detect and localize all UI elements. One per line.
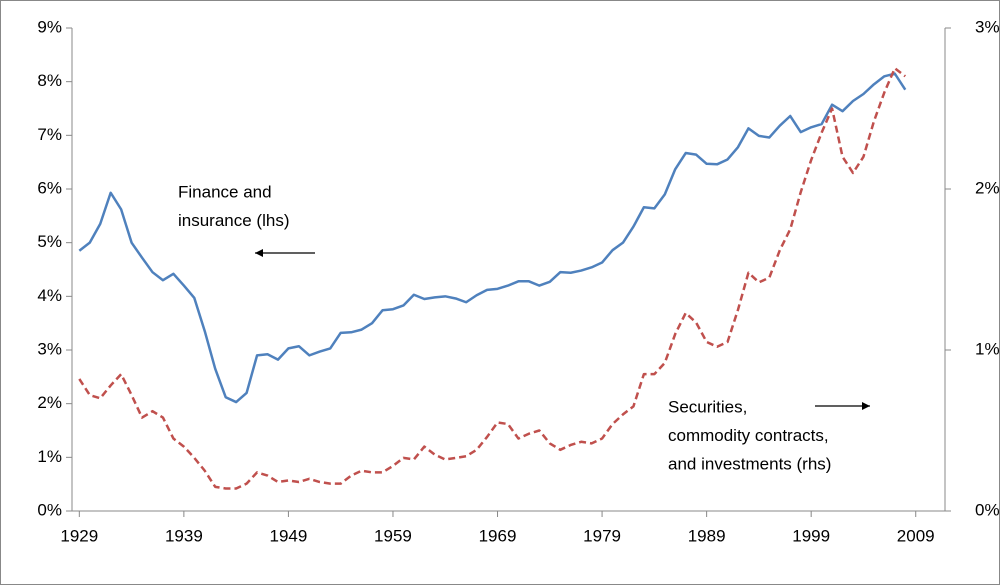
y-tick-label: 0% (37, 500, 62, 519)
annotation: insurance (lhs) (178, 211, 290, 230)
arrow-head (255, 249, 263, 257)
series-line (78, 72, 907, 404)
y-tick-label: 8% (37, 71, 62, 90)
x-tick-label: 1989 (688, 526, 726, 545)
annotation: and investments (rhs) (668, 454, 831, 473)
x-tick-label: 1929 (60, 526, 98, 545)
y2-tick-label: 1% (975, 339, 1000, 358)
y2-tick-label: 3% (975, 17, 1000, 36)
series-line (78, 67, 907, 490)
y2-tick-label: 0% (975, 500, 1000, 519)
y2-tick-label: 2% (975, 178, 1000, 197)
y-tick-label: 6% (37, 178, 62, 197)
y-tick-label: 2% (37, 393, 62, 412)
annotation: commodity contracts, (668, 426, 829, 445)
y-tick-label: 1% (37, 447, 62, 466)
annotation: Securities, (668, 397, 747, 416)
arrow-head (862, 402, 870, 410)
x-tick-label: 1959 (374, 526, 412, 545)
y-tick-label: 9% (37, 17, 62, 36)
y-tick-label: 5% (37, 232, 62, 251)
x-tick-label: 1949 (270, 526, 308, 545)
annotation: Finance and (178, 182, 272, 201)
y-tick-label: 3% (37, 339, 62, 358)
x-tick-label: 1939 (165, 526, 203, 545)
x-tick-label: 1979 (583, 526, 621, 545)
y-tick-label: 4% (37, 286, 62, 305)
x-tick-label: 2009 (897, 526, 935, 545)
x-tick-label: 1999 (792, 526, 830, 545)
y-tick-label: 7% (37, 125, 62, 144)
x-tick-label: 1969 (479, 526, 517, 545)
